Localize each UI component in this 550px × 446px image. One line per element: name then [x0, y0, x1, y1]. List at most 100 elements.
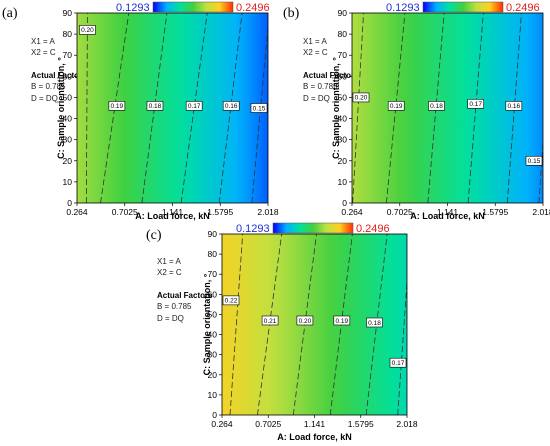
factor-b: B = 0.785: [31, 82, 66, 91]
chart-panel-1: (a) 0.1293 0.2496 X1 = A X2 = C Actual Factor…: [2, 1, 279, 221]
y-tick-label: 40: [338, 114, 348, 124]
x-tick-label: 2.018: [396, 419, 418, 429]
y-tick-label: 20: [338, 156, 348, 166]
x-tick-label: 1.5795: [207, 207, 233, 217]
contour-line: [538, 137, 543, 203]
contour-label: 0.20: [296, 315, 314, 326]
y-tick-label: 10: [338, 177, 348, 187]
panel-label: (b): [283, 6, 300, 21]
x-axis: 0.264 0.7025 1.141 1.5795 2.018: [66, 203, 279, 217]
color-scale: 0.1293 0.2496: [386, 1, 540, 14]
contour-label: 0.20: [352, 92, 370, 103]
y-tick-label: 40: [208, 330, 218, 340]
factor-x1: X1 = A: [157, 257, 181, 266]
color-scale: 0.1293 0.2496: [116, 1, 270, 14]
x-tick-label: 2.018: [257, 207, 279, 217]
contour-label-text: 0.17: [469, 101, 482, 108]
actual-factors-heading: Actual Factors: [31, 71, 87, 80]
x-tick-label: 1.141: [162, 207, 184, 217]
y-tick-label: 0: [212, 410, 217, 420]
x-tick-label: 1.141: [437, 207, 459, 217]
y-tick-label: 90: [338, 8, 348, 18]
factor-d: D = DQ: [157, 314, 184, 323]
x-axis-title: A: Load force, kN: [135, 211, 210, 221]
contour-label: 0.17: [389, 357, 407, 368]
y-axis: 0 10 20 30 40 50 60 70 80 90: [338, 8, 352, 208]
factor-x1: X1 = A: [31, 37, 55, 46]
chart-panel-3: (c) 0.1293 0.2496 X1 = A X2 = C Actual Factor…: [146, 222, 418, 442]
factor-x2: X2 = C: [303, 48, 328, 57]
color-scale: 0.1293 0.2496: [236, 222, 390, 235]
x-tick-label: 0.264: [341, 207, 363, 217]
y-tick-label: 0: [342, 198, 347, 208]
scale-min-label: 0.1293: [116, 2, 150, 14]
contour-label-text: 0.16: [507, 103, 520, 110]
contour-line: [397, 276, 407, 415]
actual-factors-heading: Actual Factors: [303, 71, 359, 80]
contour-label: 0.17: [467, 98, 485, 109]
contour-label-text: 0.20: [299, 318, 312, 325]
y-tick-label: 40: [63, 114, 73, 124]
scale-gradient-bar: [272, 222, 354, 234]
y-tick-label: 0: [67, 198, 72, 208]
panel-label: (a): [2, 6, 18, 21]
contour-label-text: 0.19: [335, 318, 348, 325]
factors-info: X1 = A X2 = C Actual Factors B = 0.785 D = D…: [31, 37, 87, 103]
contour-label: 0.18: [146, 101, 164, 111]
contour-label-text: 0.21: [264, 318, 277, 325]
contour-line: [85, 13, 88, 203]
panel-label: (c): [146, 228, 162, 243]
y-tick-label: 60: [208, 289, 218, 299]
factors-info: X1 = A X2 = C Actual Factors B = 0.785 D = D…: [157, 257, 213, 323]
y-tick-label: 70: [208, 269, 218, 279]
x-tick-label: 1.141: [304, 419, 326, 429]
contour-label-text: 0.17: [392, 360, 405, 367]
scale-max-label: 0.2496: [236, 2, 270, 14]
factors-info: X1 = A X2 = C Actual Factors B = 0.785 D = D…: [303, 37, 359, 103]
contour-label-text: 0.22: [225, 298, 238, 305]
contour-label-text: 0.16: [225, 103, 238, 110]
scale-gradient-bar: [152, 1, 234, 13]
contour-label-text: 0.19: [390, 103, 403, 110]
y-tick-label: 80: [208, 249, 218, 259]
x-axis-title: A: Load force, kN: [277, 432, 352, 442]
x-tick-label: 0.7025: [255, 419, 281, 429]
y-axis-title: C: Sample orientation, °: [56, 57, 66, 159]
y-tick-label: 70: [338, 50, 348, 60]
y-tick-label: 50: [208, 309, 218, 319]
contour-label: 0.20: [79, 25, 96, 35]
factor-x2: X2 = C: [157, 268, 182, 277]
contour-line: [100, 13, 130, 203]
x-tick-label: 0.264: [211, 419, 233, 429]
y-tick-label: 70: [63, 50, 73, 60]
factor-d: D = DQ: [31, 94, 58, 103]
y-tick-label: 90: [63, 8, 73, 18]
contour-label-text: 0.20: [355, 95, 368, 102]
y-tick-label: 30: [208, 350, 218, 360]
contour-label-text: 0.18: [430, 103, 443, 110]
factor-x2: X2 = C: [31, 48, 56, 57]
y-tick-label: 60: [338, 71, 348, 81]
contour-label: 0.19: [387, 101, 405, 111]
y-tick-label: 10: [208, 390, 218, 400]
contour-label: 0.17: [185, 101, 203, 111]
contour-label: 0.19: [108, 101, 126, 111]
contour-line: [352, 13, 364, 203]
contour-label-text: 0.20: [81, 27, 94, 34]
x-tick-label: 1.5795: [348, 419, 374, 429]
contour-label: 0.21: [261, 315, 279, 326]
factor-d: D = DQ: [303, 94, 330, 103]
y-tick-label: 30: [63, 135, 73, 145]
scale-min-label: 0.1293: [236, 223, 270, 235]
y-tick-label: 50: [63, 92, 73, 102]
actual-factors-heading: Actual Factors: [157, 291, 213, 300]
x-tick-label: 0.264: [66, 207, 88, 217]
x-tick-label: 0.7025: [387, 207, 413, 217]
contour-label-text: 0.18: [368, 320, 381, 327]
contour-label: 0.22: [222, 295, 240, 306]
x-axis: 0.264 0.7025 1.141 1.5795 2.018: [211, 415, 418, 429]
factor-b: B = 0.785: [157, 302, 192, 311]
y-tick-label: 30: [338, 135, 348, 145]
scale-max-label: 0.2496: [506, 2, 540, 14]
x-tick-label: 1.5795: [482, 207, 508, 217]
